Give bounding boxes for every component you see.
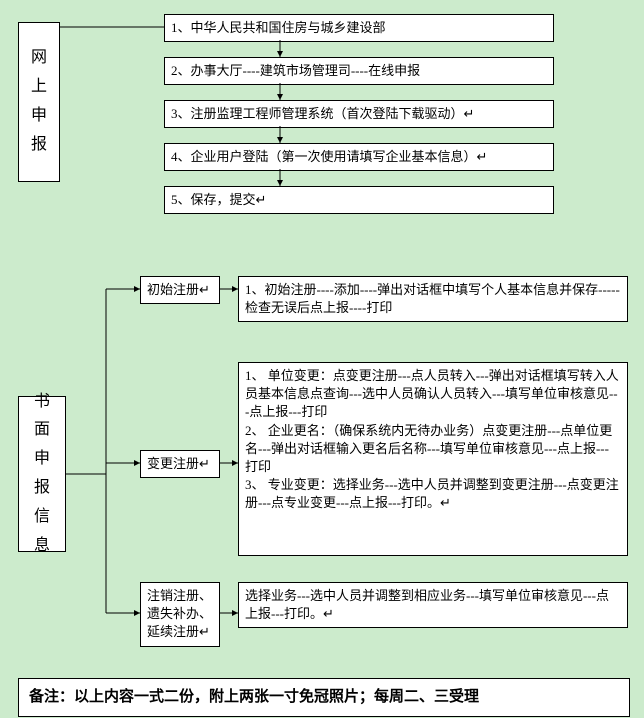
- branch-label-text: 注销注册、遗失补办、延续注册↵: [147, 588, 212, 639]
- section2-vlabel: 书面申报信息: [18, 396, 66, 552]
- step-box-1: 1、中华人民共和国住房与城乡建设部: [164, 14, 554, 42]
- branch-desc-cancel: 选择业务---选中人员并调整到相应业务---填写单位审核意见---点上报---打…: [238, 582, 628, 628]
- step-text: 4、企业用户登陆（第一次使用请填写企业基本信息）↵: [171, 149, 487, 164]
- step-text: 2、办事大厅----建筑市场管理司----在线申报: [171, 63, 420, 78]
- branch-label-text: 变更注册↵: [147, 456, 210, 471]
- branch-desc-text: 1、 单位变更：点变更注册---点人员转入---弹出对话框填写转入人员基本信息点…: [245, 368, 619, 510]
- branch-label-text: 初始注册↵: [147, 282, 210, 297]
- step-text: 3、注册监理工程师管理系统（首次登陆下载驱动）↵: [171, 106, 474, 121]
- section1-vlabel: 网上申报: [18, 22, 60, 182]
- branch-label-cancel: 注销注册、遗失补办、延续注册↵: [140, 582, 220, 647]
- branch-label-change: 变更注册↵: [140, 450, 220, 478]
- branch-desc-text: 1、初始注册----添加----弹出对话框中填写个人基本信息并保存-----检查…: [245, 282, 620, 315]
- branch-desc-change: 1、 单位变更：点变更注册---点人员转入---弹出对话框填写转入人员基本信息点…: [238, 362, 628, 556]
- step-box-4: 4、企业用户登陆（第一次使用请填写企业基本信息）↵: [164, 143, 554, 171]
- step-box-5: 5、保存，提交↵: [164, 186, 554, 214]
- footer-note: 备注：以上内容一式二份，附上两张一寸免冠照片；每周二、三受理: [18, 678, 630, 717]
- step-text: 5、保存，提交↵: [171, 192, 266, 207]
- step-box-3: 3、注册监理工程师管理系统（首次登陆下载驱动）↵: [164, 100, 554, 128]
- branch-desc-initial: 1、初始注册----添加----弹出对话框中填写个人基本信息并保存-----检查…: [238, 276, 628, 322]
- footer-text: 备注：以上内容一式二份，附上两张一寸免冠照片；每周二、三受理: [29, 689, 479, 705]
- flowchart-canvas: 网上申报 1、中华人民共和国住房与城乡建设部 2、办事大厅----建筑市场管理司…: [0, 0, 644, 718]
- step-text: 1、中华人民共和国住房与城乡建设部: [171, 20, 386, 35]
- step-box-2: 2、办事大厅----建筑市场管理司----在线申报: [164, 57, 554, 85]
- branch-desc-text: 选择业务---选中人员并调整到相应业务---填写单位审核意见---点上报---打…: [245, 588, 609, 621]
- branch-label-initial: 初始注册↵: [140, 276, 220, 304]
